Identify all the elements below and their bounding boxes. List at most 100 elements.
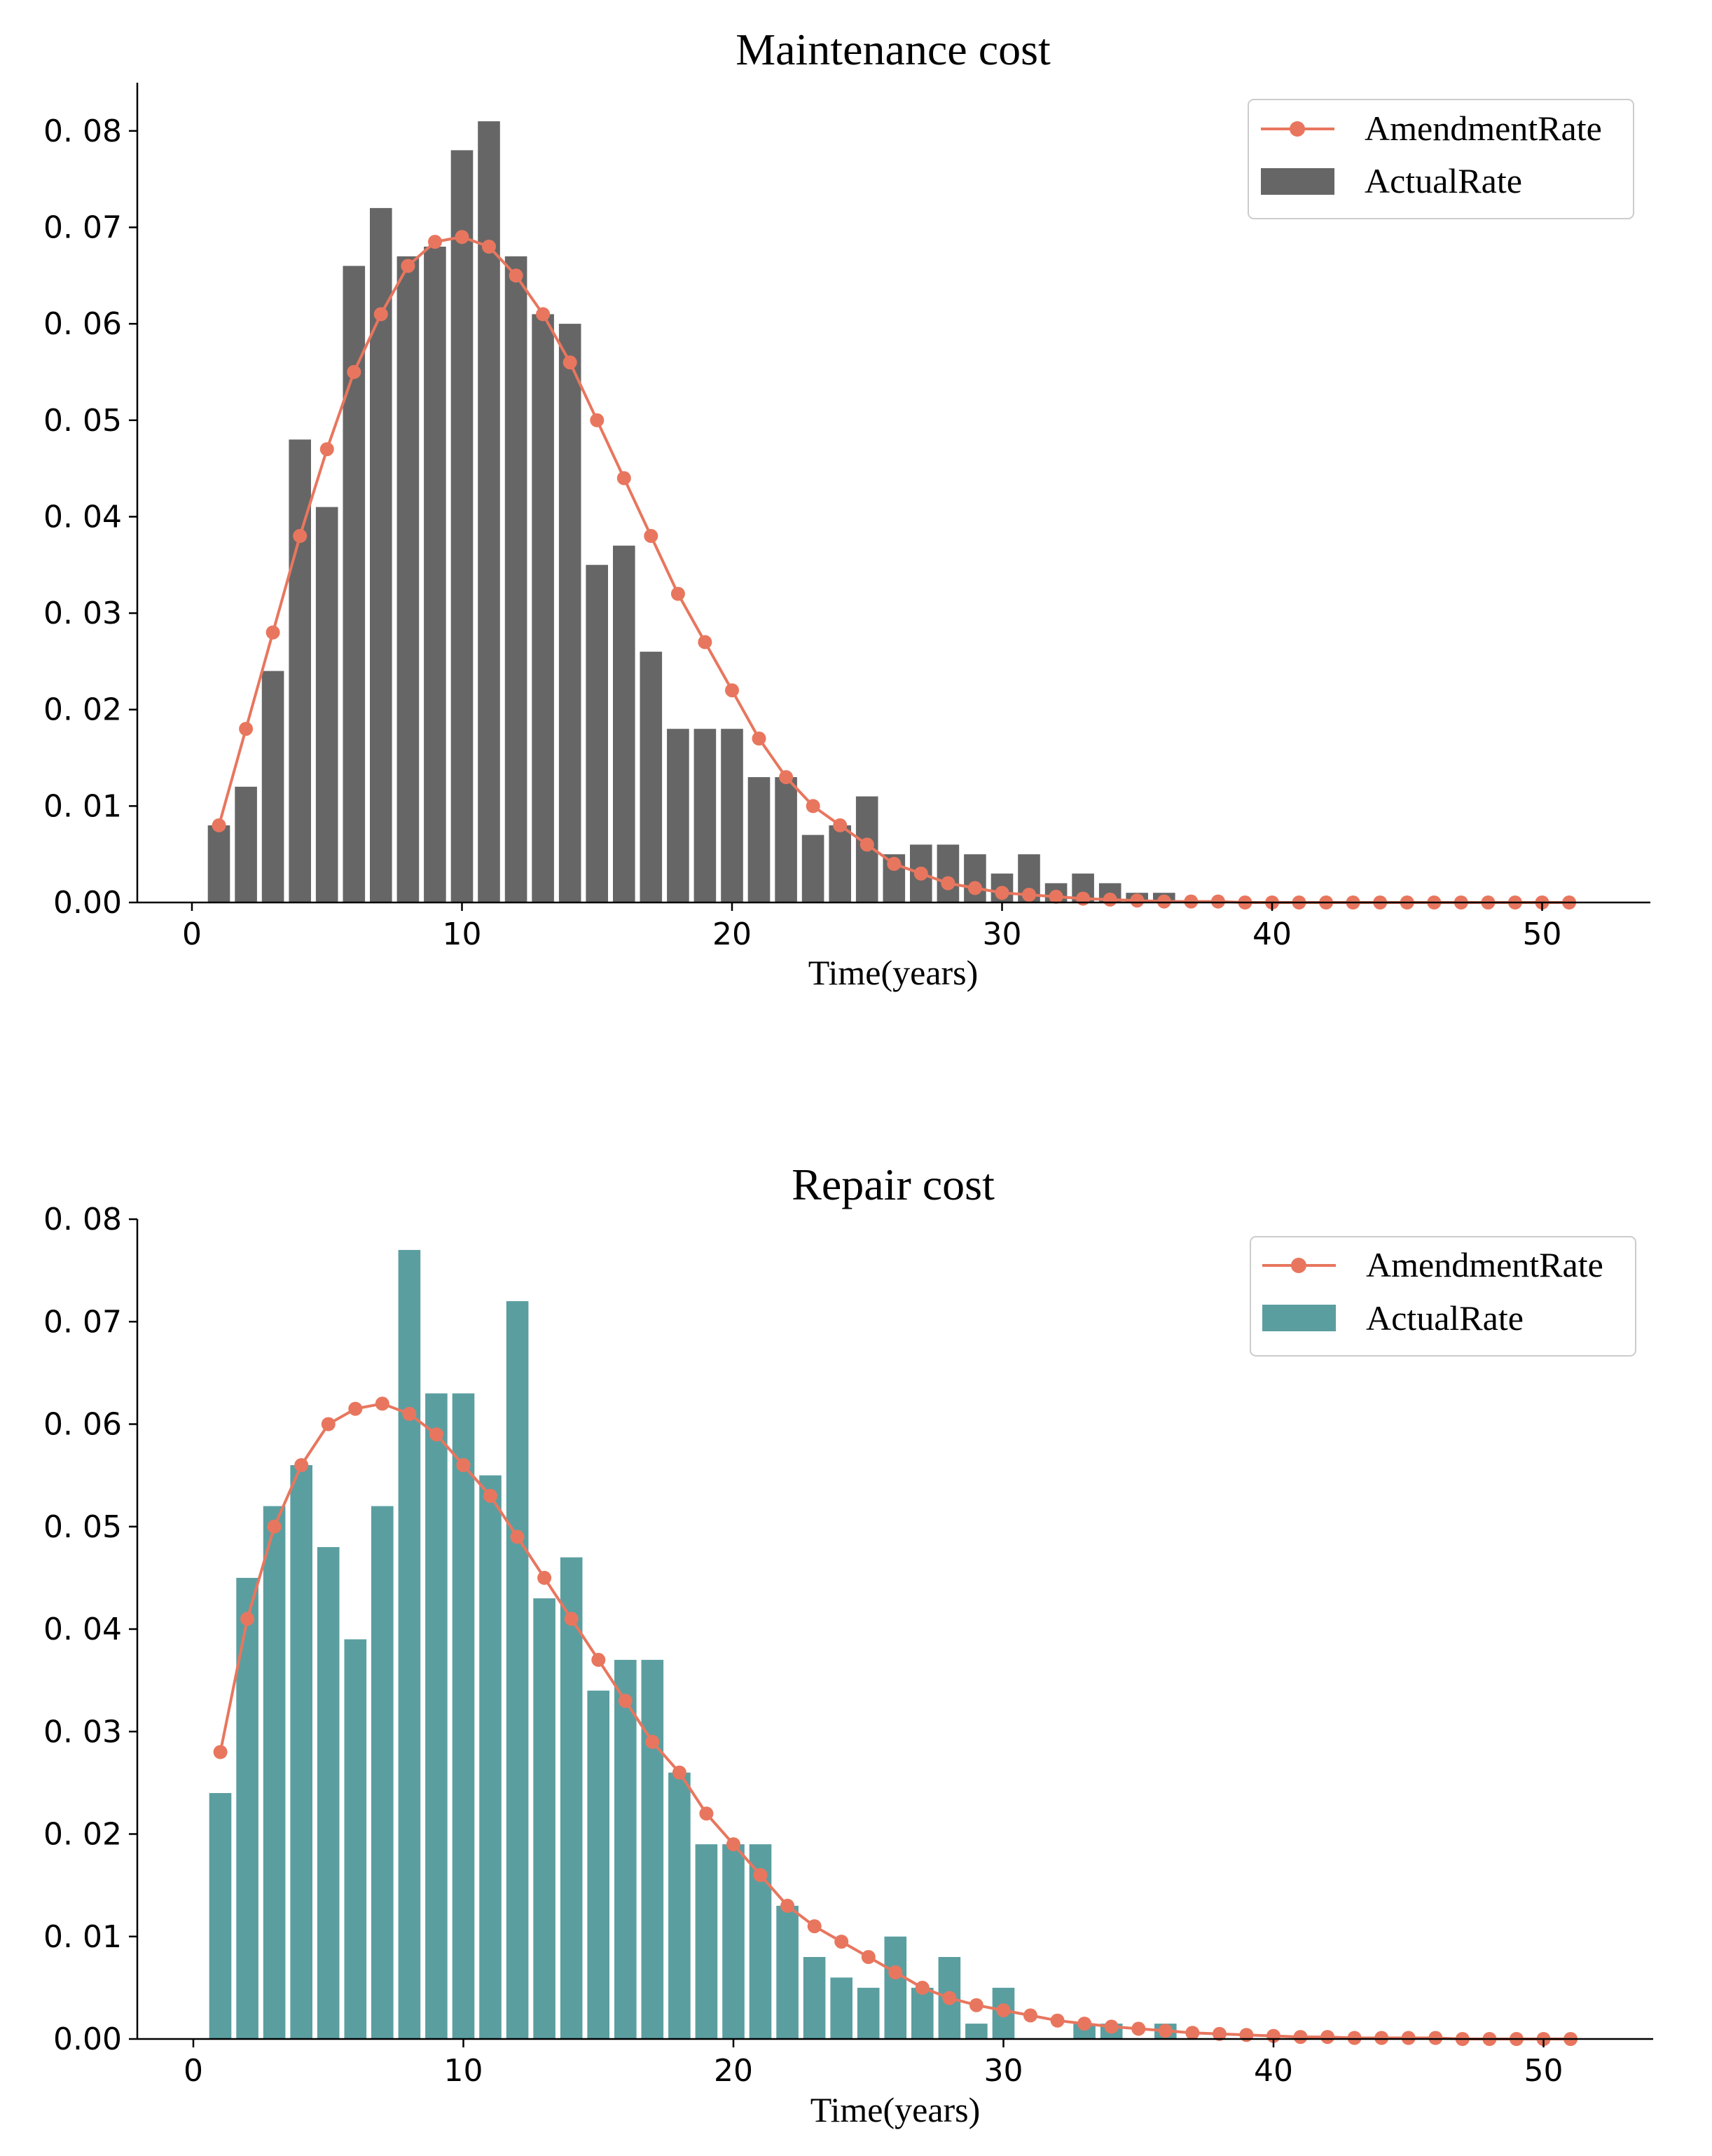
point-amendment-rate — [319, 442, 334, 457]
bar-actual-rate — [641, 1659, 664, 2039]
point-amendment-rate — [562, 355, 577, 370]
point-amendment-rate — [1022, 888, 1036, 902]
bar-actual-rate — [560, 1557, 583, 2039]
point-amendment-rate — [375, 1396, 389, 1411]
x-tick-label: 50 — [1524, 2053, 1563, 2089]
point-amendment-rate — [780, 1898, 795, 1913]
point-amendment-rate — [321, 1417, 336, 1431]
y-tick-label: 0. 08 — [43, 1202, 122, 1237]
point-amendment-rate — [833, 818, 848, 832]
point-amendment-rate — [726, 1837, 740, 1852]
point-amendment-rate — [779, 770, 794, 785]
point-amendment-rate — [402, 1406, 417, 1421]
point-amendment-rate — [1428, 2031, 1443, 2045]
chart-title: Repair cost — [792, 1160, 995, 1209]
y-tick-label: 0.00 — [53, 885, 122, 921]
x-tick-label: 40 — [1252, 916, 1292, 952]
point-amendment-rate — [536, 307, 551, 322]
bar-actual-rate — [614, 1659, 637, 2039]
x-tick-label: 10 — [444, 2053, 483, 2089]
bar-actual-rate — [667, 729, 689, 902]
line-amendment-rate — [217, 235, 1570, 904]
point-amendment-rate — [509, 268, 523, 283]
point-amendment-rate — [564, 1612, 579, 1626]
bar-actual-rate — [829, 825, 851, 902]
point-amendment-rate — [428, 235, 442, 249]
bar-actual-rate — [803, 1957, 826, 2039]
bar-actual-rate — [290, 1465, 312, 2039]
x-tick-label: 30 — [983, 916, 1022, 952]
point-amendment-rate — [239, 722, 254, 736]
point-amendment-rate — [1103, 892, 1117, 907]
point-amendment-rate — [265, 625, 280, 640]
point-amendment-rate — [942, 1991, 957, 2005]
y-tick-label: 0. 05 — [43, 403, 122, 439]
y-tick-label: 0. 08 — [43, 114, 122, 149]
point-amendment-rate — [1401, 2031, 1416, 2045]
bar-actual-rate — [775, 777, 797, 902]
point-amendment-rate — [834, 1935, 849, 1949]
point-amendment-rate — [212, 818, 226, 832]
point-amendment-rate — [1050, 2013, 1065, 2028]
point-amendment-rate — [888, 1965, 903, 1979]
point-amendment-rate — [753, 1868, 768, 1882]
bar-actual-rate — [747, 777, 771, 902]
point-amendment-rate — [483, 1488, 497, 1503]
point-amendment-rate — [618, 1694, 633, 1708]
bar-actual-rate — [640, 652, 663, 902]
point-amendment-rate — [887, 856, 902, 871]
bar-actual-rate — [425, 1393, 448, 2039]
bar-actual-rate — [884, 1936, 907, 2040]
bar-actual-rate — [344, 1639, 367, 2039]
point-amendment-rate — [807, 1919, 822, 1934]
point-amendment-rate — [996, 2003, 1011, 2018]
point-amendment-rate — [1185, 2026, 1200, 2040]
bar-actual-rate — [236, 1577, 258, 2039]
y-tick-label: 0. 03 — [43, 1714, 122, 1750]
x-tick-label: 0 — [184, 2053, 203, 2089]
point-amendment-rate — [1347, 2031, 1362, 2045]
bar-actual-rate — [317, 1547, 340, 2039]
legend-label-actual: ActualRate — [1366, 1298, 1524, 1338]
bar-actual-rate — [424, 247, 446, 902]
bar-actual-rate — [721, 729, 743, 902]
bar-actual-rate — [263, 1506, 286, 2039]
point-amendment-rate — [1210, 894, 1225, 909]
maintenance-chart: Maintenance cost 0.00 0. 01 0. 02 0. 03 0. 0… — [43, 25, 1650, 992]
point-amendment-rate — [240, 1612, 255, 1626]
point-amendment-rate — [861, 1950, 876, 1964]
bar-actual-rate — [695, 1844, 718, 2039]
legend-bar-swatch — [1261, 168, 1334, 195]
bar-actual-rate — [964, 854, 986, 902]
point-amendment-rate — [1076, 891, 1091, 906]
point-amendment-rate — [616, 471, 631, 486]
point-amendment-rate — [915, 1980, 930, 1995]
legend-box — [1250, 1236, 1636, 1357]
point-amendment-rate — [995, 886, 1009, 900]
bar-actual-rate — [504, 256, 527, 902]
chart-title: Maintenance cost — [736, 25, 1051, 74]
point-amendment-rate — [590, 413, 605, 427]
x-tick-label: 20 — [712, 916, 752, 952]
point-amendment-rate — [591, 1652, 606, 1667]
bar-actual-rate — [668, 1772, 691, 2040]
repair-chart: Repair cost 0.00 0. 01 0. 02 0. 03 0. 04 0. 0… — [43, 1160, 1653, 2129]
point-amendment-rate — [969, 1998, 983, 2012]
y-tick-label: 0. 06 — [43, 306, 122, 342]
point-amendment-rate — [1077, 2017, 1092, 2031]
point-amendment-rate — [699, 1806, 714, 1821]
y-tick-label: 0. 01 — [43, 1919, 122, 1955]
point-amendment-rate — [1023, 2008, 1037, 2023]
x-tick-label: 30 — [984, 2053, 1023, 2089]
bar-actual-rate — [479, 1475, 502, 2039]
point-amendment-rate — [482, 240, 496, 254]
bar-actual-rate — [343, 266, 366, 902]
x-axis-label: Time(years) — [810, 2090, 981, 2129]
y-tick-label: 0. 02 — [43, 692, 122, 728]
point-amendment-rate — [347, 364, 361, 379]
point-amendment-rate — [645, 1734, 660, 1749]
bar-actual-rate — [261, 671, 284, 902]
y-tick-label: 0. 02 — [43, 1817, 122, 1853]
bar-actual-rate — [722, 1844, 745, 2039]
